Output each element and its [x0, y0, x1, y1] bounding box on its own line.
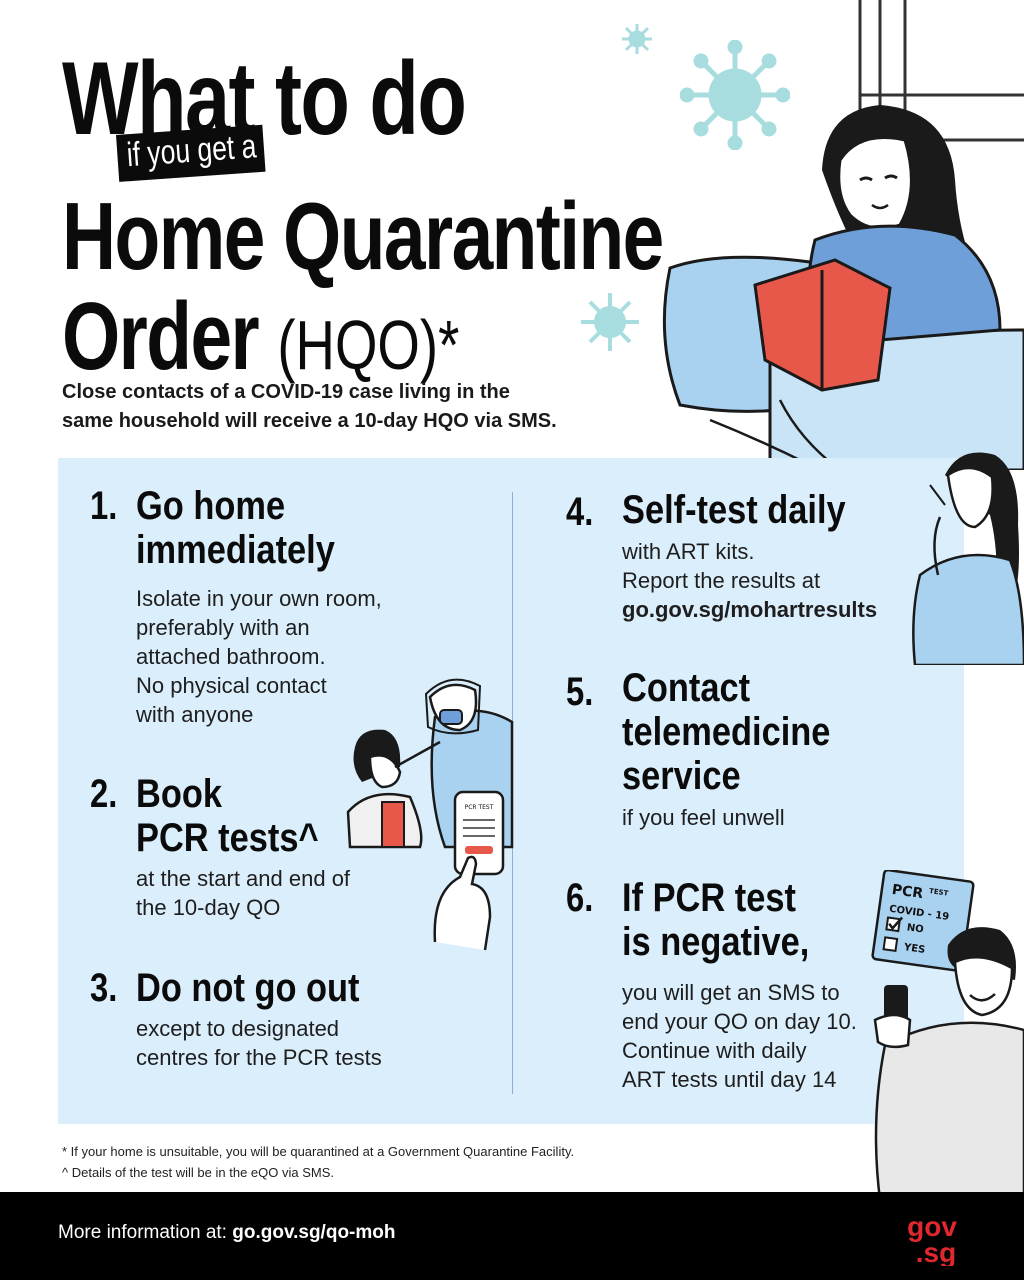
- step-1-heading-line: Go home: [136, 484, 286, 528]
- step-4-body-line: Report the results at: [622, 568, 821, 593]
- step-6-heading-line: If PCR test: [622, 876, 796, 920]
- step-5-heading: Contact telemedicine service: [622, 666, 830, 798]
- footer-info: More information at: go.gov.sg/qo-moh: [58, 1222, 396, 1244]
- virus-icon: [581, 293, 639, 351]
- step-1-heading: Go home immediately: [136, 484, 335, 572]
- step-4-body-line: with ART kits.: [622, 539, 755, 564]
- virus-icon: [622, 24, 652, 54]
- step-4-link[interactable]: go.gov.sg/mohartresults: [622, 595, 877, 624]
- step-5-body: if you feel unwell: [622, 803, 785, 832]
- virus-icon: [680, 40, 790, 150]
- step-5-heading-line: telemedicine: [622, 710, 831, 754]
- title-hqo: (HQO)*: [277, 306, 460, 384]
- step-1-body: Isolate in your own room, preferably wit…: [136, 584, 382, 729]
- footer-prefix: More information at:: [58, 1222, 233, 1243]
- test-card-no: NO: [906, 922, 924, 935]
- checkbox-no: [885, 916, 902, 933]
- step-2-heading-line: PCR tests^: [136, 816, 319, 860]
- step-5-number: 5.: [566, 670, 594, 714]
- step-2-number: 2.: [90, 772, 118, 816]
- checkbox-yes: [882, 936, 899, 953]
- footer-bar: [0, 1192, 1024, 1280]
- step-6-body-line: ART tests until day 14: [622, 1067, 837, 1092]
- step-6-heading-line: is negative,: [622, 920, 810, 964]
- test-card-yes: YES: [902, 942, 926, 956]
- step-6-body: you will get an SMS to end your QO on da…: [622, 978, 857, 1094]
- title-order: Order: [62, 283, 260, 390]
- step-6-body-line: end your QO on day 10.: [622, 1009, 857, 1034]
- footnote-caret: ^ Details of the test will be in the eQO…: [62, 1165, 334, 1180]
- step-1-heading-line: immediately: [136, 528, 335, 572]
- test-card-title-b: TEST: [929, 887, 950, 898]
- step-2-body-line: at the start and end of: [136, 866, 351, 891]
- step-6-heading: If PCR test is negative,: [622, 876, 809, 964]
- step-1-body-line: No physical contact: [136, 673, 327, 698]
- step-5-body-line: if you feel unwell: [622, 805, 785, 830]
- step-6-body-line: Continue with daily: [622, 1038, 807, 1063]
- step-2-heading-line: Book: [136, 772, 222, 816]
- hand: [433, 855, 492, 951]
- step-4-body: with ART kits. Report the results at go.…: [622, 537, 877, 624]
- step-2-body: at the start and end of the 10-day QO: [136, 864, 350, 922]
- step-3-heading-line: Do not go out: [136, 966, 360, 1010]
- step-1-body-line: attached bathroom.: [136, 644, 326, 669]
- step-3-number: 3.: [90, 966, 118, 1010]
- logo-gov: gov: [907, 1211, 957, 1242]
- step-4-link-text[interactable]: go.gov.sg/mohartresults: [622, 597, 878, 622]
- title-tag: if you get a: [116, 124, 266, 182]
- patient-face: [368, 754, 402, 789]
- check-icon: [888, 916, 904, 931]
- step-4-number: 4.: [566, 490, 594, 534]
- step-5-heading-line: Contact: [622, 666, 751, 710]
- test-card-title-a: PCR: [891, 882, 924, 902]
- face-shield: [424, 678, 482, 735]
- step-1-body-line: preferably with an: [136, 615, 310, 640]
- step-4-heading: Self-test daily: [622, 488, 846, 532]
- swab-test-illustration: PCR TEST: [346, 678, 514, 951]
- step-3-heading: Do not go out: [136, 966, 360, 1010]
- step-3-body: except to designated centres for the PCR…: [136, 1014, 382, 1072]
- step-1-body-line: with anyone: [136, 702, 254, 727]
- woman2-shirt: [912, 553, 1024, 665]
- man-shirt: [874, 1021, 1024, 1200]
- test-result-illustration: PCR TEST COVID - 19 NO YES: [871, 870, 1024, 1200]
- title-line-2: Home Quarantine: [62, 183, 664, 290]
- step-5-heading-line: service: [622, 754, 741, 798]
- phone-card-label: PCR TEST: [465, 804, 494, 811]
- step-3-body-line: centres for the PCR tests: [136, 1045, 382, 1070]
- logo-sg: .sg: [916, 1237, 956, 1266]
- step-3-body-line: except to designated: [136, 1016, 340, 1041]
- gov-sg-logo: gov .sg: [907, 1211, 957, 1266]
- woman-face: [837, 136, 913, 230]
- footnote-star: * If your home is unsuitable, you will b…: [62, 1144, 575, 1159]
- step-1-body-line: Isolate in your own room,: [136, 586, 382, 611]
- self-test-illustration: [912, 452, 1024, 665]
- woman2-face: [946, 466, 994, 529]
- intro-line-1: Close contacts of a COVID-19 case living…: [62, 381, 510, 403]
- step-6-number: 6.: [566, 876, 594, 920]
- step-4-heading-line: Self-test daily: [622, 488, 846, 532]
- step-6-body-line: you will get an SMS to: [622, 980, 840, 1005]
- intro-text: Close contacts of a COVID-19 case living…: [62, 378, 642, 436]
- step-2-heading: Book PCR tests^: [136, 772, 319, 860]
- step-2-body-line: the 10-day QO: [136, 895, 281, 920]
- footer-link[interactable]: go.gov.sg/qo-moh: [232, 1222, 396, 1243]
- title-line-3: Order (HQO)*: [62, 282, 459, 392]
- header-illustration: [662, 0, 1024, 470]
- step-1-number: 1.: [90, 484, 118, 528]
- man-face: [953, 955, 1014, 1017]
- intro-line-2: same household will receive a 10-day HQO…: [62, 410, 557, 432]
